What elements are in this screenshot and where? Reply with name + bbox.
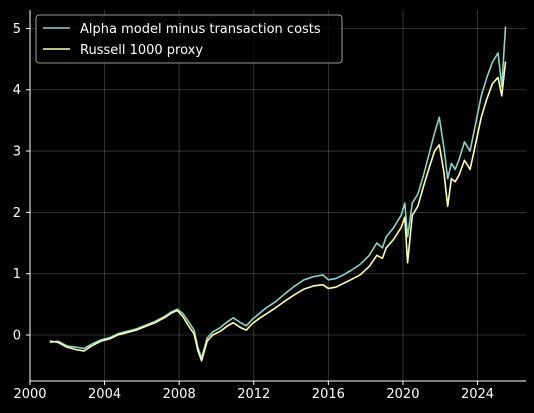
legend: Alpha model minus transaction costs Russ… <box>35 14 343 64</box>
y-tick-label: 2 <box>13 206 21 221</box>
y-tick-label: 3 <box>13 145 21 160</box>
x-tick-label: 2016 <box>312 387 345 402</box>
series-layer <box>49 26 507 362</box>
grid <box>29 10 526 381</box>
x-tick-label: 2000 <box>13 387 46 402</box>
x-tick-label: 2004 <box>88 387 121 402</box>
axes <box>26 10 526 385</box>
legend-label-russell: Russell 1000 proxy <box>80 43 203 58</box>
y-tick-label: 5 <box>13 22 21 37</box>
series-line-1 <box>49 61 507 362</box>
x-tick-label: 2024 <box>461 387 494 402</box>
y-tick-label: 4 <box>13 83 21 98</box>
x-tick-label: 2012 <box>237 387 270 402</box>
legend-label-alpha: Alpha model minus transaction costs <box>80 22 321 37</box>
y-tick-label: 1 <box>13 267 21 282</box>
y-tick-label: 0 <box>13 329 21 344</box>
tick-labels: 2000 2004 2008 2012 2016 2020 2024 0 1 2 3 4 5 <box>13 22 494 402</box>
x-tick-label: 2008 <box>163 387 196 402</box>
legend-box <box>35 14 343 64</box>
x-tick-label: 2020 <box>386 387 419 402</box>
series-line-0 <box>49 26 507 360</box>
